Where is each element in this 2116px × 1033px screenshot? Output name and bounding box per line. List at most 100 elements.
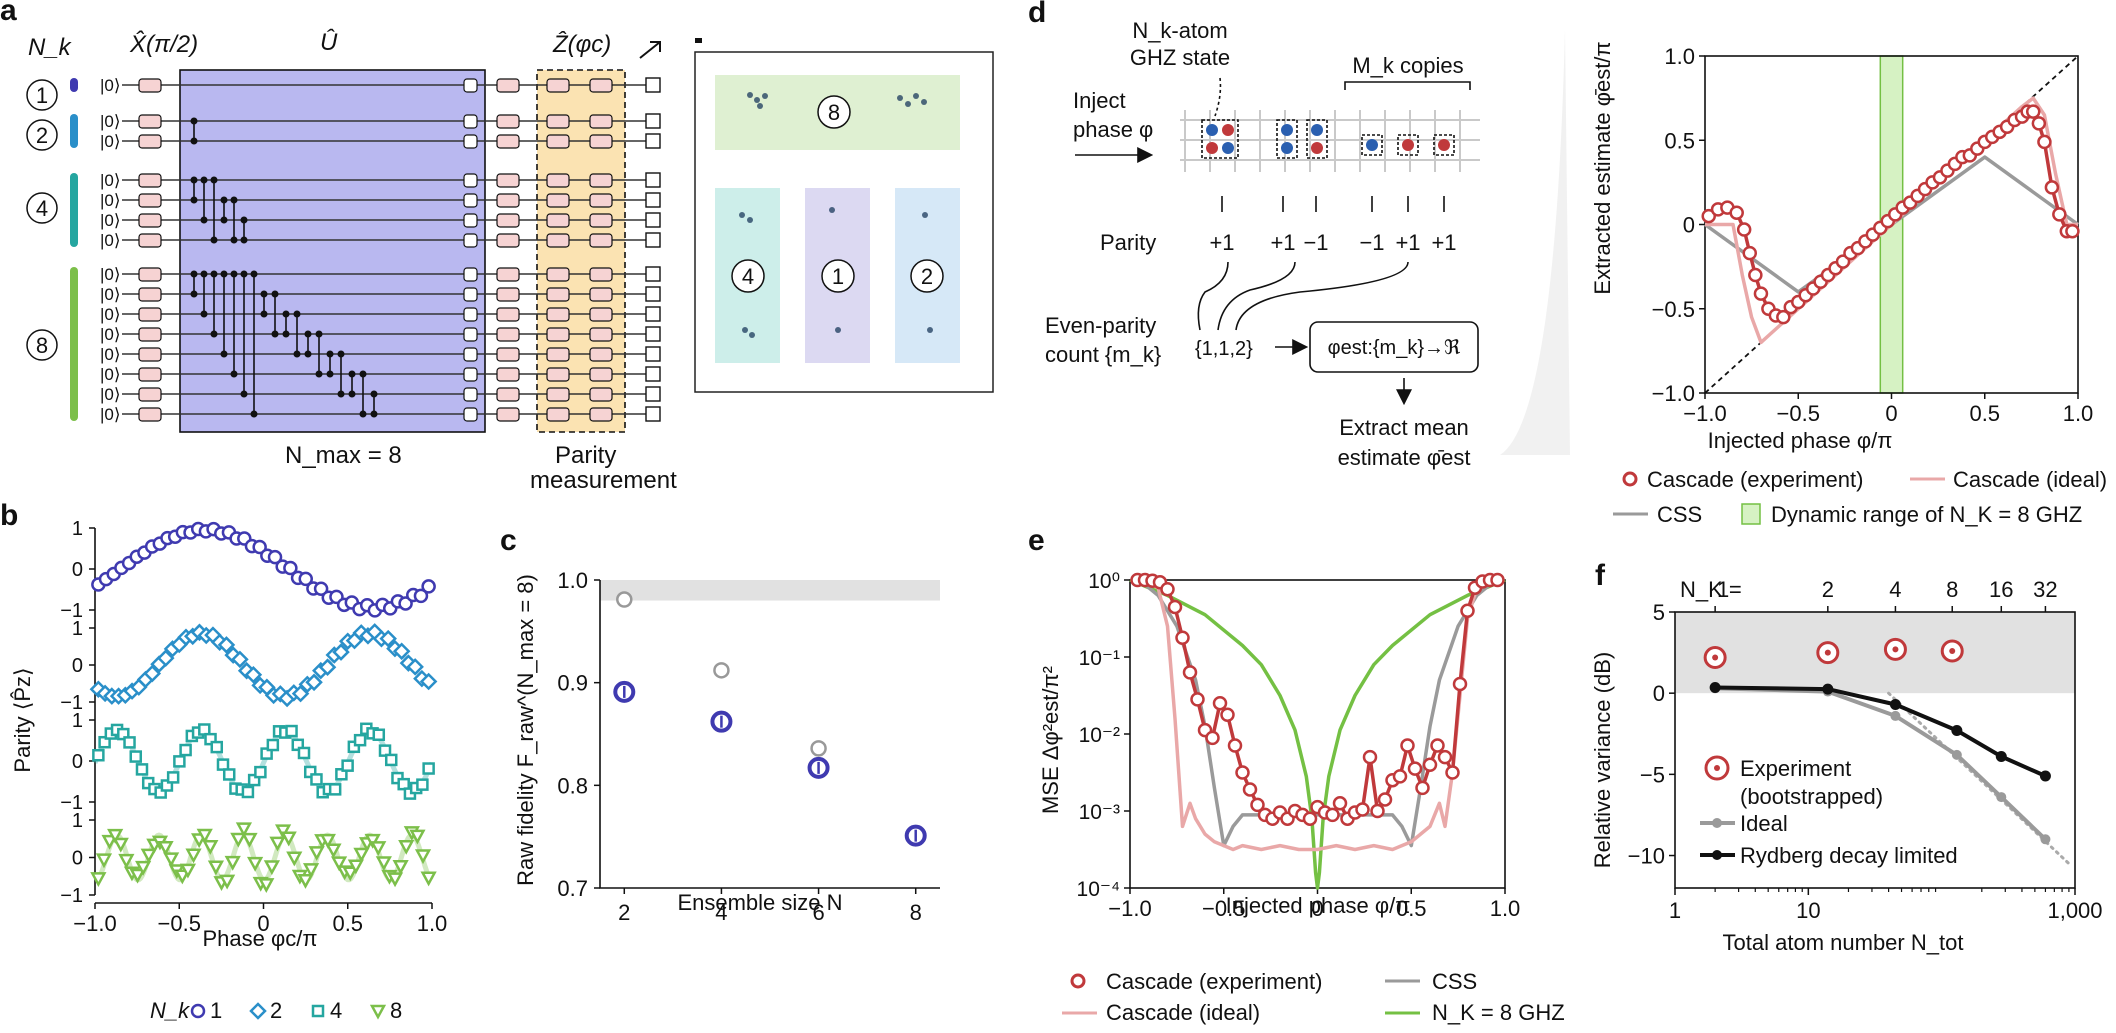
image-circle-8 (817, 95, 851, 129)
plot-b-point-4 (166, 771, 180, 784)
atom-single (1438, 139, 1450, 151)
plot-d-exp-point (1748, 267, 1763, 283)
cz-dot (230, 196, 238, 204)
plot-b-point-8 (386, 872, 404, 888)
u-end-gate (463, 114, 478, 129)
plot-b-point-4 (416, 778, 429, 791)
parity-gate (589, 307, 613, 322)
atom-spot (742, 327, 748, 333)
plot-c-reference-point (810, 740, 827, 757)
plot-f-ytick-label: 5 (1653, 600, 1665, 625)
pre-gate (496, 367, 520, 382)
u-end-gate (463, 173, 478, 188)
ghz-pointer (1214, 77, 1222, 117)
zoom-shadow (1500, 30, 1570, 455)
panel-label-d: d (1028, 0, 1046, 29)
plot-b-point-4 (310, 773, 323, 786)
meter (645, 192, 661, 208)
plot-b-point-8 (308, 846, 325, 861)
plot-b-point-2 (379, 629, 397, 648)
ket-label: |0⟩ (100, 365, 121, 384)
plot-e-ytick-label: 10⁻¹ (1079, 647, 1120, 670)
u-end-gate (463, 213, 478, 228)
plot-e-exp-point (1205, 730, 1220, 746)
plot-b-point-4 (222, 768, 236, 781)
u-end-gate (463, 367, 478, 382)
plot-b-point-8 (353, 847, 370, 863)
atom-blue (1206, 124, 1218, 136)
plot-f-exp-dot (1712, 654, 1719, 661)
cz-dot (220, 216, 228, 224)
meter (645, 366, 661, 382)
plot-b-legend: 1 2 4 8 (190, 998, 402, 1023)
connector-3 (1235, 261, 1409, 331)
x-gate (138, 134, 162, 149)
parity-value: +1 (1431, 230, 1456, 255)
plot-c: 1.0 0.9 0.8 0.7 2 4 6 8 (557, 568, 940, 925)
plot-b-point-8 (375, 856, 392, 872)
z-gate (546, 193, 570, 208)
plot-c-xtick-label: 8 (910, 900, 922, 925)
legend-b-marker-4 (311, 1004, 325, 1018)
legend-b-marker-2 (249, 1002, 267, 1020)
plot-e-exp-point (1445, 765, 1460, 780)
plot-b-point-8 (297, 874, 314, 889)
z-gate (546, 233, 570, 248)
parity-gate (589, 327, 613, 342)
meter (645, 212, 661, 228)
cz-dot (348, 370, 356, 378)
plot-f-top-tick-label: 1 (1717, 577, 1729, 602)
group-bar-4 (70, 173, 78, 247)
cz-dot (190, 137, 198, 145)
plot-d-exp-point (2065, 223, 2080, 239)
plot-f-legend: Experiment (bootstrapped) Ideal Rydberg … (1700, 755, 1958, 868)
plot-b-point-4 (328, 783, 342, 796)
plot-b-point-8 (129, 868, 146, 884)
plot-b-xlabel: Phase φc/π (202, 926, 317, 951)
plot-f-rydberg-point (1995, 750, 2007, 762)
parity-gate (589, 173, 613, 188)
cz-dot (293, 350, 301, 358)
panel-label-b: b (0, 499, 18, 532)
cz-dot (210, 236, 218, 244)
meter (645, 266, 661, 282)
parity-gate (589, 114, 613, 129)
even-label-1: Even-parity (1045, 313, 1156, 338)
cz-dot (240, 216, 248, 224)
nk-header: N_k (28, 34, 73, 61)
plot-b-point-8 (224, 855, 241, 871)
atom-red (1222, 124, 1234, 136)
plot-d-xtick-label: −1.0 (1683, 401, 1726, 426)
parity-meas-label-2: measurement (530, 467, 677, 494)
plot-b-point-8 (280, 831, 297, 847)
plot-f-rydberg-point (2039, 770, 2051, 782)
plot-f-top-tick-label: 4 (1889, 577, 1901, 602)
atom-spot (927, 327, 933, 333)
plot-e-xtick-label: 0.5 (1396, 896, 1427, 921)
x-gate (138, 347, 162, 362)
plot-b-point-8 (112, 837, 129, 853)
meter (645, 406, 661, 422)
plot-f-ylabel: Relative variance (dB) (1590, 652, 1615, 868)
plot-f-exp-dot (1949, 647, 1956, 654)
plot-b-point-2 (406, 658, 424, 676)
atom-spot (835, 327, 841, 333)
plot-b-point-2 (392, 642, 411, 661)
estimator-box (1309, 321, 1479, 373)
plot-f-xlabel: Total atom number N_tot (1723, 930, 1964, 955)
pre-gate (496, 134, 520, 149)
cz-dot (326, 350, 334, 358)
plot-b-point-4 (254, 765, 267, 779)
cz-dot (210, 176, 218, 184)
plot-b-point-8 (90, 872, 107, 888)
legend-b-label-2: 2 (270, 998, 282, 1023)
legend-d-css: CSS (1657, 502, 1702, 527)
copies-bracket (1344, 81, 1471, 90)
z-gate (546, 173, 570, 188)
plot-e-ytick-label: 10⁻² (1079, 724, 1120, 747)
atom-spot (913, 93, 919, 99)
cz-dot (315, 370, 323, 378)
plot-b-point-8 (409, 829, 426, 845)
plot-b-ytick-label: −1 (60, 885, 83, 907)
plot-b-point-8 (258, 878, 275, 893)
